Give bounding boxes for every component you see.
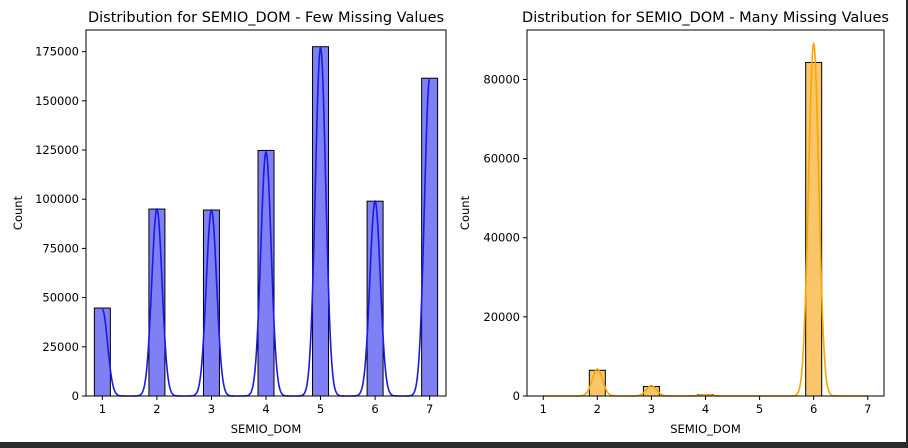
y-tick-label: 60000 (483, 152, 520, 166)
y-tick-label: 150000 (35, 94, 79, 108)
chart-title: Distribution for SEMIO_DOM - Few Missing… (88, 10, 444, 26)
chart-panel-1: 1 2 3 4 5 6 7 0 25000 50000 75000 100000 125000 15000… (11, 10, 447, 436)
x-tick-label: 7 (426, 402, 433, 416)
axes-frame (526, 29, 885, 397)
y-tick-label: 125000 (35, 143, 79, 157)
kde-line (543, 41, 868, 397)
x-tick-label: 3 (208, 402, 215, 416)
y-tick-label: 40000 (483, 231, 520, 245)
y-tick-label: 0 (513, 389, 520, 403)
y-tick-label: 20000 (483, 310, 520, 324)
x-tick-label: 5 (317, 402, 324, 416)
y-tick-label: 80000 (483, 72, 520, 86)
y-tick-label: 100000 (35, 192, 79, 206)
chart-panel-2: 1 2 3 4 5 6 7 0 20000 40000 60000 80000 Distribution… (458, 10, 889, 436)
kde-line (101, 45, 431, 397)
y-tick-label: 50000 (42, 291, 79, 305)
y-tick-label: 75000 (42, 241, 79, 255)
x-tick-label: 6 (371, 402, 378, 416)
x-tick-label: 1 (99, 402, 106, 416)
x-tick-label: 5 (756, 402, 763, 416)
x-tick-label: 3 (648, 402, 655, 416)
x-axis-label: SEMIO_DOM (231, 422, 302, 436)
chart-title: Distribution for SEMIO_DOM - Many Missin… (522, 10, 889, 26)
y-tick-label: 175000 (35, 45, 79, 59)
y-axis-label: Count (458, 195, 472, 230)
x-tick-label: 4 (262, 402, 269, 416)
y-axis-label: Count (11, 195, 25, 230)
x-tick-label: 7 (864, 402, 871, 416)
x-tick-label: 2 (153, 402, 160, 416)
x-tick-label: 6 (810, 402, 817, 416)
x-axis-label: SEMIO_DOM (670, 422, 741, 436)
x-tick-label: 1 (540, 402, 547, 416)
x-tick-label: 4 (702, 402, 709, 416)
x-tick-label: 2 (594, 402, 601, 416)
y-tick-label: 25000 (42, 340, 79, 354)
y-tick-label: 0 (72, 389, 79, 403)
